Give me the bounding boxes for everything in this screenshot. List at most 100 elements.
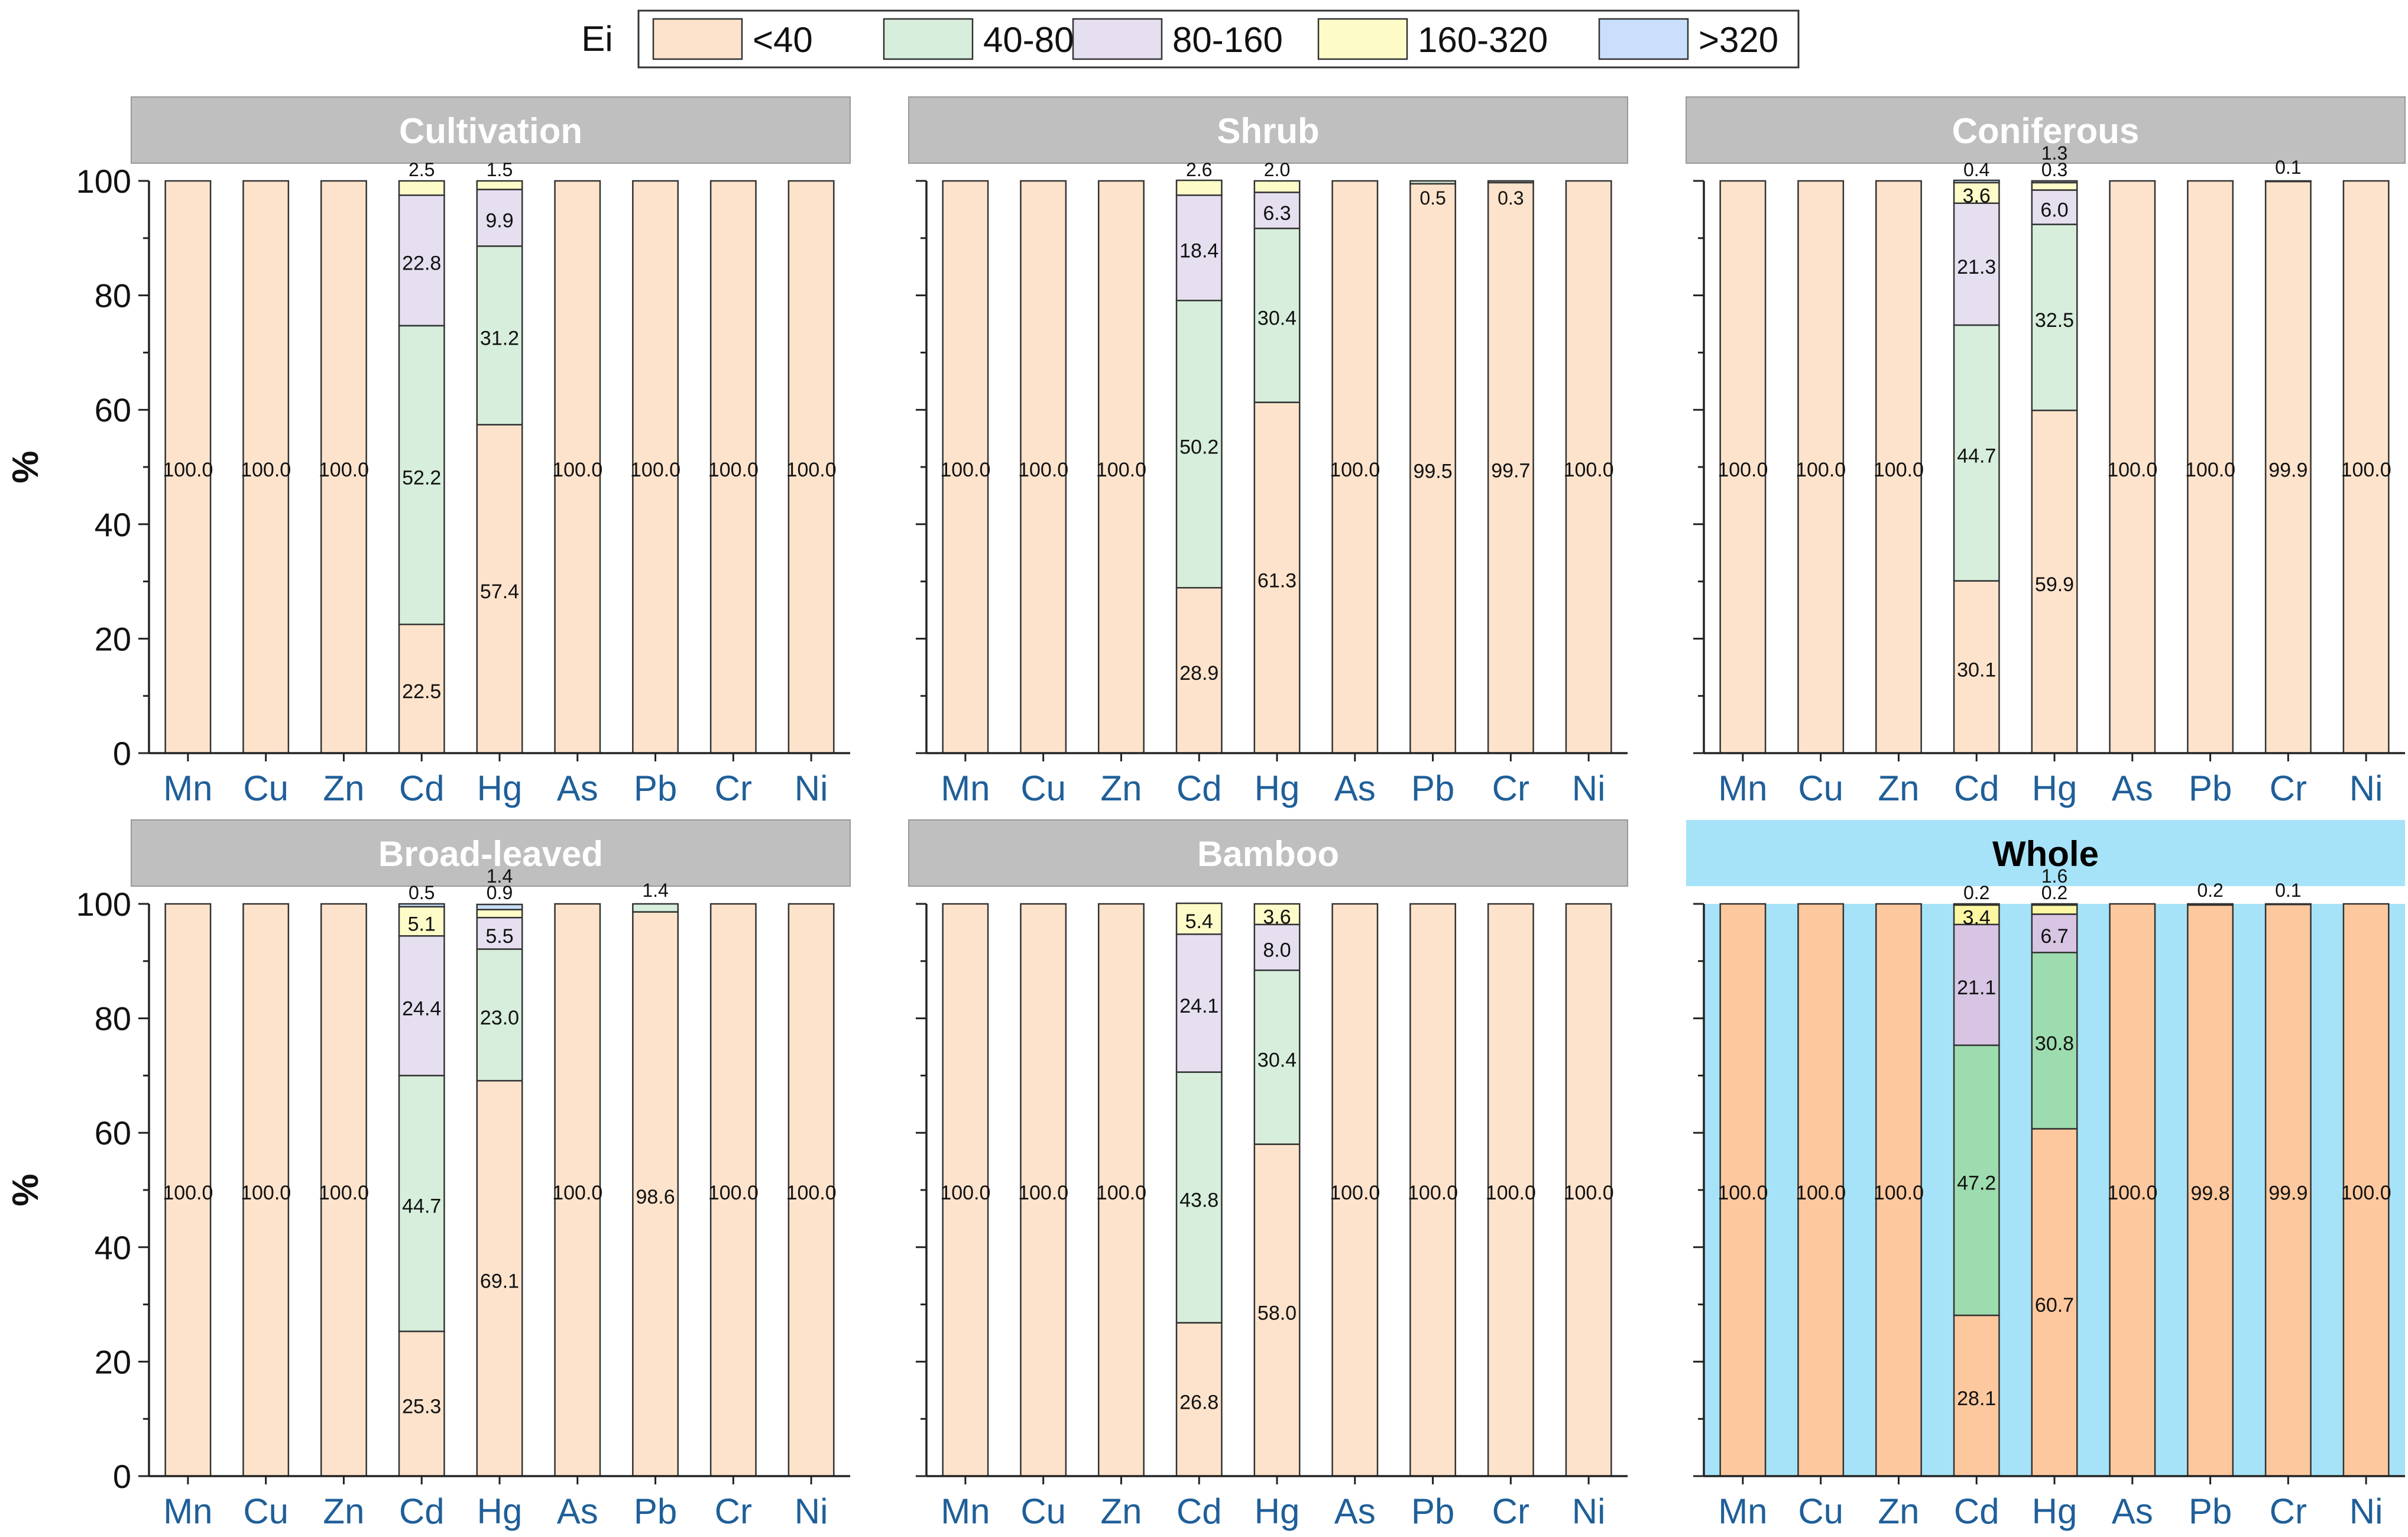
panel-bamboo-title: Bamboo [1197, 834, 1339, 874]
panel-whole-label-pb-40-80: 0.2 [2197, 880, 2223, 901]
panel-whole-label-hg-80-160: 6.7 [2040, 925, 2068, 948]
panel-cultivation-header [131, 96, 851, 164]
panel-broad-leaved-label-mn-40: 100.0 [163, 1182, 213, 1204]
panel-bamboo-header [908, 819, 1628, 887]
panel-cultivation-bar-zn-40 [320, 180, 367, 754]
panel-whole-bar-cu-40 [1797, 903, 1845, 1477]
panel-whole-label-cd-80-160: 21.1 [1957, 977, 1996, 999]
panel-cultivation-bar-hg-160-320 [476, 180, 523, 190]
panel-bamboo-bar-cd-160-320 [1175, 902, 1223, 935]
panel-shrub-label-hg-40-80: 30.4 [1258, 307, 1297, 329]
panel-broad-leaved-xtick-label-cd: Cd [399, 1491, 445, 1531]
panel-cultivation-label-mn-40: 100.0 [163, 459, 213, 481]
panel-broad-leaved-label-zn-40: 100.0 [319, 1182, 369, 1204]
panel-cultivation-bar-cd-40-80 [398, 325, 445, 625]
panel-cultivation-label-hg-160-320: 1.5 [487, 159, 513, 180]
panel-shrub-label-hg-80-160: 6.3 [1263, 202, 1291, 225]
panel-bamboo-xtick-label-pb: Pb [1411, 1491, 1454, 1531]
panel-whole-xtick-label-cr: Cr [2270, 1491, 2307, 1531]
panel-broad-leaved-xtick-label-as: As [557, 1491, 598, 1531]
panel-whole-bar-mn-40 [1719, 903, 1767, 1477]
panel-broad-leaved-label-cd-160-320: 5.1 [408, 913, 436, 936]
panel-shrub-bar-ni-40 [1565, 180, 1612, 754]
panel-broad-leaved-bar-cu-40 [242, 903, 290, 1477]
panel-bamboo-label-hg-80-160: 8.0 [1263, 939, 1291, 962]
panel-coniferous-xtick-label-cr: Cr [2270, 768, 2307, 808]
panel-coniferous-bar-ni-40 [2342, 180, 2390, 754]
panel-shrub-bar-zn-40 [1097, 180, 1145, 754]
panel-bamboo-bar-cu-40 [1020, 903, 1067, 1477]
panel-cultivation-label-zn-40: 100.0 [319, 459, 369, 481]
panel-shrub-label-pb-40-80: 0.5 [1419, 187, 1446, 209]
panel-whole-bar-pb-40 [2187, 904, 2234, 1477]
panel-whole-xtick-label-zn: Zn [1878, 1491, 1919, 1531]
panels: Cultivation 0 20 40 60 80 100% 100.0 Mn 100.0 Cu 10… [5, 96, 2406, 1531]
panel-coniferous-xtick-label-hg: Hg [2032, 768, 2078, 808]
panel-coniferous-bar-cd-40 [1953, 580, 2000, 754]
panel-broad-leaved-label-as-40: 100.0 [552, 1182, 602, 1204]
panel-broad-leaved-bar-cr-40 [709, 903, 757, 1477]
panel-broad-leaved-label-hg-160-320: 1.4 [487, 865, 513, 887]
panel-cultivation-title: Cultivation [399, 111, 582, 151]
panel-cultivation-label-pb-40: 100.0 [630, 459, 680, 481]
panel-whole-label-cu-40: 100.0 [1796, 1182, 1846, 1204]
panel-shrub-bar-pb-40-80 [1409, 180, 1457, 185]
panel-bamboo-xtick-label-ni: Ni [1572, 1491, 1606, 1531]
panel-shrub-xtick-label-ni: Ni [1572, 768, 1606, 808]
legend-label-40: <40 [753, 20, 813, 60]
panel-coniferous: Coniferous 100.0 Mn 100.0 Cu 100.0 Zn 30.1 44.7 2… [1686, 96, 2406, 808]
panel-shrub-label-cd-40-80: 50.2 [1179, 436, 1218, 458]
panel-bamboo-label-as-40: 100.0 [1330, 1182, 1380, 1204]
panel-cultivation-xtick-label-ni: Ni [795, 768, 828, 808]
legend-label-160-320: 160-320 [1418, 20, 1548, 60]
legend-swatch-160-320 [1317, 18, 1408, 60]
panel-shrub-header [908, 96, 1628, 164]
panel-broad-leaved-label-cd-40: 25.3 [402, 1396, 441, 1418]
panel-shrub-bar-hg-40 [1253, 401, 1301, 754]
panel-bamboo-label-cd-40: 26.8 [1179, 1391, 1218, 1413]
panel-coniferous-xtick-label-as: As [2112, 768, 2153, 808]
panel-whole-label-cd-40-80: 47.2 [1957, 1172, 1996, 1195]
panel-whole-bar-cd-320 [1953, 903, 2000, 906]
panel-shrub-xtick-label-as: As [1334, 768, 1376, 808]
panel-bamboo-xtick-label-as: As [1334, 1491, 1376, 1531]
panel-coniferous-bar-as-40 [2109, 180, 2156, 754]
legend-label-40-80: 40-80 [983, 20, 1074, 60]
panel-bamboo-label-hg-40-80: 30.4 [1258, 1049, 1297, 1071]
panel-bamboo: Bamboo 100.0 Mn 100.0 Cu 100.0 Zn 26.8 43.8 24.1 5… [908, 819, 1628, 1531]
panel-cultivation-bar-cu-40 [242, 180, 290, 754]
panel-coniferous-bar-cd-80-160 [1953, 202, 2000, 326]
panel-whole-label-mn-40: 100.0 [1717, 1182, 1768, 1204]
legend-swatch-80-160 [1072, 18, 1163, 60]
panel-bamboo-bar-ni-40 [1565, 903, 1612, 1477]
panel-coniferous-bar-hg-160-320 [2031, 181, 2078, 191]
panel-whole-bar-zn-40 [1875, 903, 1922, 1477]
panel-bamboo-label-cd-80-160: 24.1 [1179, 995, 1218, 1017]
panel-shrub-xtick-label-cd: Cd [1177, 768, 1222, 808]
panel-broad-leaved-bar-as-40 [554, 903, 601, 1477]
panel-shrub-xtick-label-mn: Mn [941, 768, 990, 808]
panel-cultivation-label-cd-40-80: 52.2 [402, 467, 441, 489]
panel-cultivation-xtick-label-pb: Pb [634, 768, 677, 808]
panel-whole-header [1686, 820, 2405, 886]
panel-cultivation-label-cd-40: 22.5 [402, 680, 441, 703]
panel-shrub-bar-cd-80-160 [1175, 194, 1223, 301]
panel-whole-label-cr-40-80: 0.1 [2275, 880, 2301, 901]
panel-broad-leaved-ytick-label: 40 [95, 1229, 131, 1266]
panel-bamboo-label-zn-40: 100.0 [1096, 1182, 1146, 1204]
panel-bamboo-bar-pb-40 [1409, 903, 1457, 1477]
panel-broad-leaved-label-hg-40-80: 23.0 [480, 1007, 519, 1029]
panel-broad-leaved-xtick-label-zn: Zn [323, 1491, 364, 1531]
panel-coniferous-label-cu-40: 100.0 [1796, 459, 1846, 481]
panel-coniferous-bar-zn-40 [1875, 180, 1922, 754]
panel-coniferous-bar-cd-40-80 [1953, 324, 2000, 582]
panel-coniferous-xtick-label-pb: Pb [2189, 768, 2232, 808]
panel-coniferous-label-pb-40: 100.0 [2185, 459, 2235, 481]
panel-bamboo-label-hg-160-320: 3.6 [1263, 906, 1291, 928]
panel-shrub-label-hg-40: 61.3 [1258, 569, 1297, 592]
panel-broad-leaved-ylabel: % [5, 1173, 46, 1206]
panel-cultivation-label-cu-40: 100.0 [241, 459, 291, 481]
panel-coniferous-label-hg-40: 59.9 [2035, 573, 2074, 596]
panel-whole-xtick-label-mn: Mn [1718, 1491, 1767, 1531]
panel-cultivation-label-as-40: 100.0 [552, 459, 602, 481]
